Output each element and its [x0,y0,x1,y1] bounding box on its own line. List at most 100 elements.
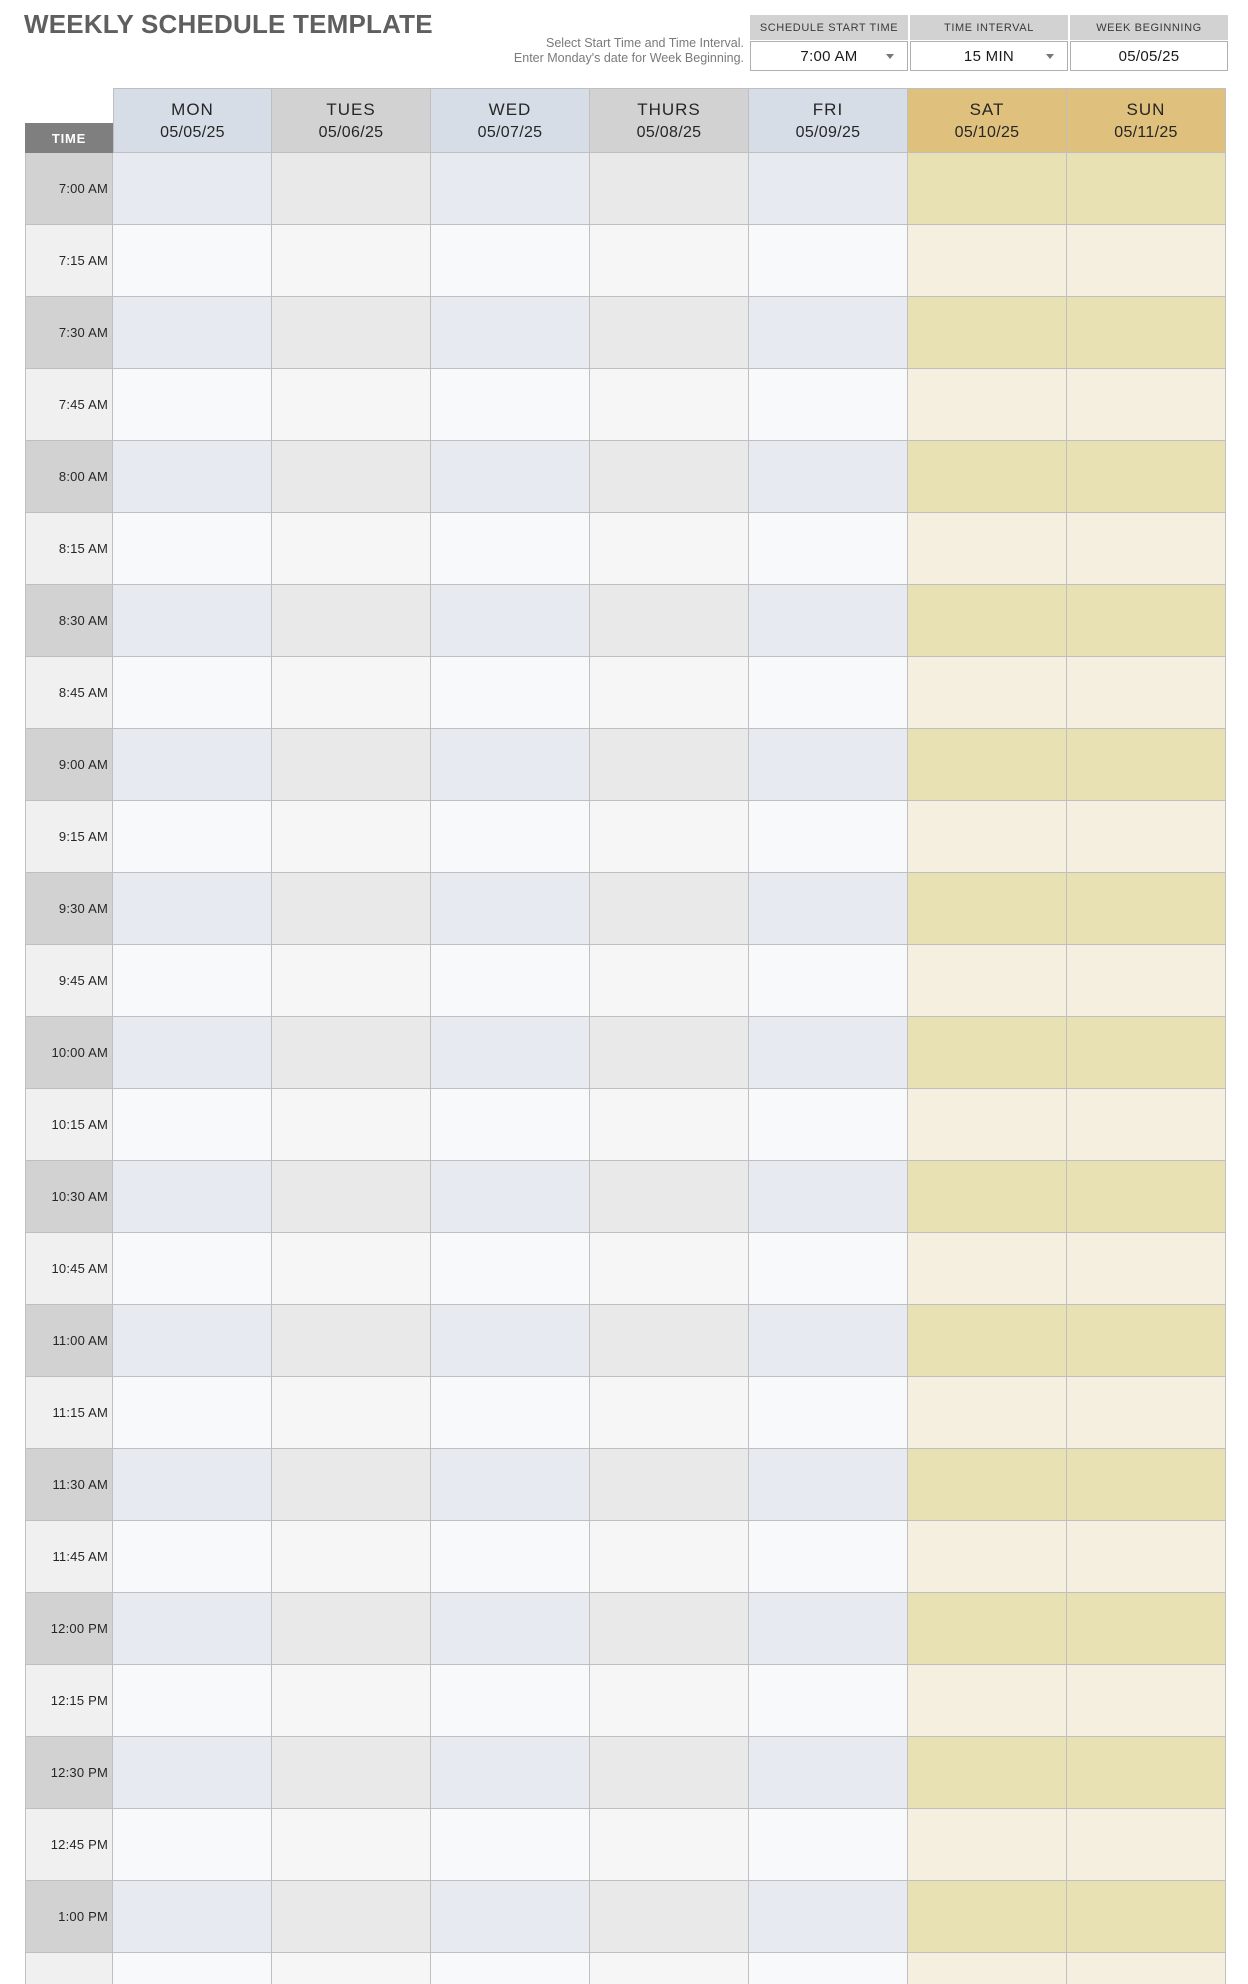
schedule-cell-sat[interactable] [908,1233,1067,1305]
schedule-cell-tues[interactable] [272,1305,431,1377]
schedule-cell-tues[interactable] [272,873,431,945]
schedule-cell-thurs[interactable] [590,657,749,729]
schedule-cell-sat[interactable] [908,1521,1067,1593]
schedule-cell-sun[interactable] [1067,1593,1226,1665]
schedule-cell-tues[interactable] [272,1881,431,1953]
schedule-cell-thurs[interactable] [590,513,749,585]
schedule-cell-sat[interactable] [908,1809,1067,1881]
schedule-cell-thurs[interactable] [590,369,749,441]
schedule-cell-sun[interactable] [1067,297,1226,369]
schedule-cell-wed[interactable] [431,1953,590,1984]
schedule-start-time-select[interactable]: 7:00 AM [750,41,908,71]
schedule-cell-fri[interactable] [749,1521,908,1593]
schedule-cell-fri[interactable] [749,1665,908,1737]
schedule-cell-sun[interactable] [1067,801,1226,873]
schedule-cell-sun[interactable] [1067,1521,1226,1593]
schedule-cell-tues[interactable] [272,1161,431,1233]
schedule-cell-sun[interactable] [1067,441,1226,513]
schedule-cell-fri[interactable] [749,153,908,225]
schedule-cell-sun[interactable] [1067,1737,1226,1809]
schedule-cell-tues[interactable] [272,585,431,657]
schedule-cell-mon[interactable] [113,1953,272,1984]
schedule-cell-mon[interactable] [113,1881,272,1953]
schedule-cell-wed[interactable] [431,1449,590,1521]
schedule-cell-fri[interactable] [749,1377,908,1449]
schedule-cell-wed[interactable] [431,1665,590,1737]
schedule-cell-fri[interactable] [749,873,908,945]
schedule-cell-tues[interactable] [272,1665,431,1737]
schedule-cell-tues[interactable] [272,513,431,585]
schedule-cell-wed[interactable] [431,1305,590,1377]
schedule-cell-fri[interactable] [749,1593,908,1665]
schedule-cell-sat[interactable] [908,1305,1067,1377]
schedule-cell-tues[interactable] [272,1377,431,1449]
schedule-cell-sun[interactable] [1067,369,1226,441]
schedule-cell-sun[interactable] [1067,657,1226,729]
schedule-cell-thurs[interactable] [590,297,749,369]
schedule-cell-thurs[interactable] [590,1953,749,1984]
dropdown-arrow-icon[interactable] [886,54,894,59]
schedule-cell-sun[interactable] [1067,153,1226,225]
schedule-cell-sun[interactable] [1067,585,1226,657]
schedule-cell-fri[interactable] [749,801,908,873]
schedule-cell-fri[interactable] [749,585,908,657]
schedule-cell-wed[interactable] [431,1233,590,1305]
schedule-cell-thurs[interactable] [590,1233,749,1305]
schedule-cell-sun[interactable] [1067,1161,1226,1233]
schedule-cell-fri[interactable] [749,1089,908,1161]
schedule-cell-thurs[interactable] [590,1665,749,1737]
schedule-cell-wed[interactable] [431,441,590,513]
schedule-cell-wed[interactable] [431,297,590,369]
schedule-cell-sun[interactable] [1067,1377,1226,1449]
schedule-cell-sun[interactable] [1067,1089,1226,1161]
schedule-cell-mon[interactable] [113,1809,272,1881]
schedule-cell-fri[interactable] [749,297,908,369]
schedule-cell-thurs[interactable] [590,801,749,873]
schedule-cell-wed[interactable] [431,1809,590,1881]
schedule-cell-sun[interactable] [1067,1233,1226,1305]
schedule-cell-sat[interactable] [908,153,1067,225]
schedule-cell-thurs[interactable] [590,1305,749,1377]
schedule-cell-mon[interactable] [113,1017,272,1089]
schedule-cell-mon[interactable] [113,1089,272,1161]
schedule-cell-mon[interactable] [113,945,272,1017]
schedule-cell-sat[interactable] [908,1593,1067,1665]
schedule-cell-thurs[interactable] [590,729,749,801]
schedule-cell-wed[interactable] [431,1593,590,1665]
schedule-cell-thurs[interactable] [590,441,749,513]
schedule-cell-fri[interactable] [749,369,908,441]
schedule-cell-sun[interactable] [1067,873,1226,945]
schedule-cell-fri[interactable] [749,513,908,585]
schedule-cell-sat[interactable] [908,1377,1067,1449]
schedule-cell-thurs[interactable] [590,1377,749,1449]
schedule-cell-thurs[interactable] [590,1737,749,1809]
schedule-cell-sun[interactable] [1067,1665,1226,1737]
schedule-cell-fri[interactable] [749,1737,908,1809]
schedule-cell-sun[interactable] [1067,945,1226,1017]
schedule-cell-mon[interactable] [113,801,272,873]
schedule-cell-sun[interactable] [1067,1881,1226,1953]
schedule-cell-tues[interactable] [272,297,431,369]
schedule-cell-sun[interactable] [1067,1305,1226,1377]
schedule-cell-sat[interactable] [908,873,1067,945]
dropdown-arrow-icon[interactable] [1046,54,1054,59]
schedule-cell-fri[interactable] [749,1233,908,1305]
schedule-cell-wed[interactable] [431,657,590,729]
schedule-cell-sat[interactable] [908,1665,1067,1737]
schedule-cell-wed[interactable] [431,1017,590,1089]
schedule-cell-tues[interactable] [272,657,431,729]
schedule-cell-mon[interactable] [113,225,272,297]
schedule-cell-mon[interactable] [113,297,272,369]
schedule-cell-wed[interactable] [431,1737,590,1809]
schedule-cell-mon[interactable] [113,1737,272,1809]
schedule-cell-fri[interactable] [749,1161,908,1233]
schedule-cell-wed[interactable] [431,153,590,225]
schedule-cell-mon[interactable] [113,441,272,513]
schedule-cell-tues[interactable] [272,1521,431,1593]
schedule-cell-thurs[interactable] [590,1593,749,1665]
schedule-cell-wed[interactable] [431,369,590,441]
schedule-cell-sat[interactable] [908,1881,1067,1953]
schedule-cell-wed[interactable] [431,585,590,657]
schedule-cell-wed[interactable] [431,945,590,1017]
schedule-cell-sat[interactable] [908,945,1067,1017]
